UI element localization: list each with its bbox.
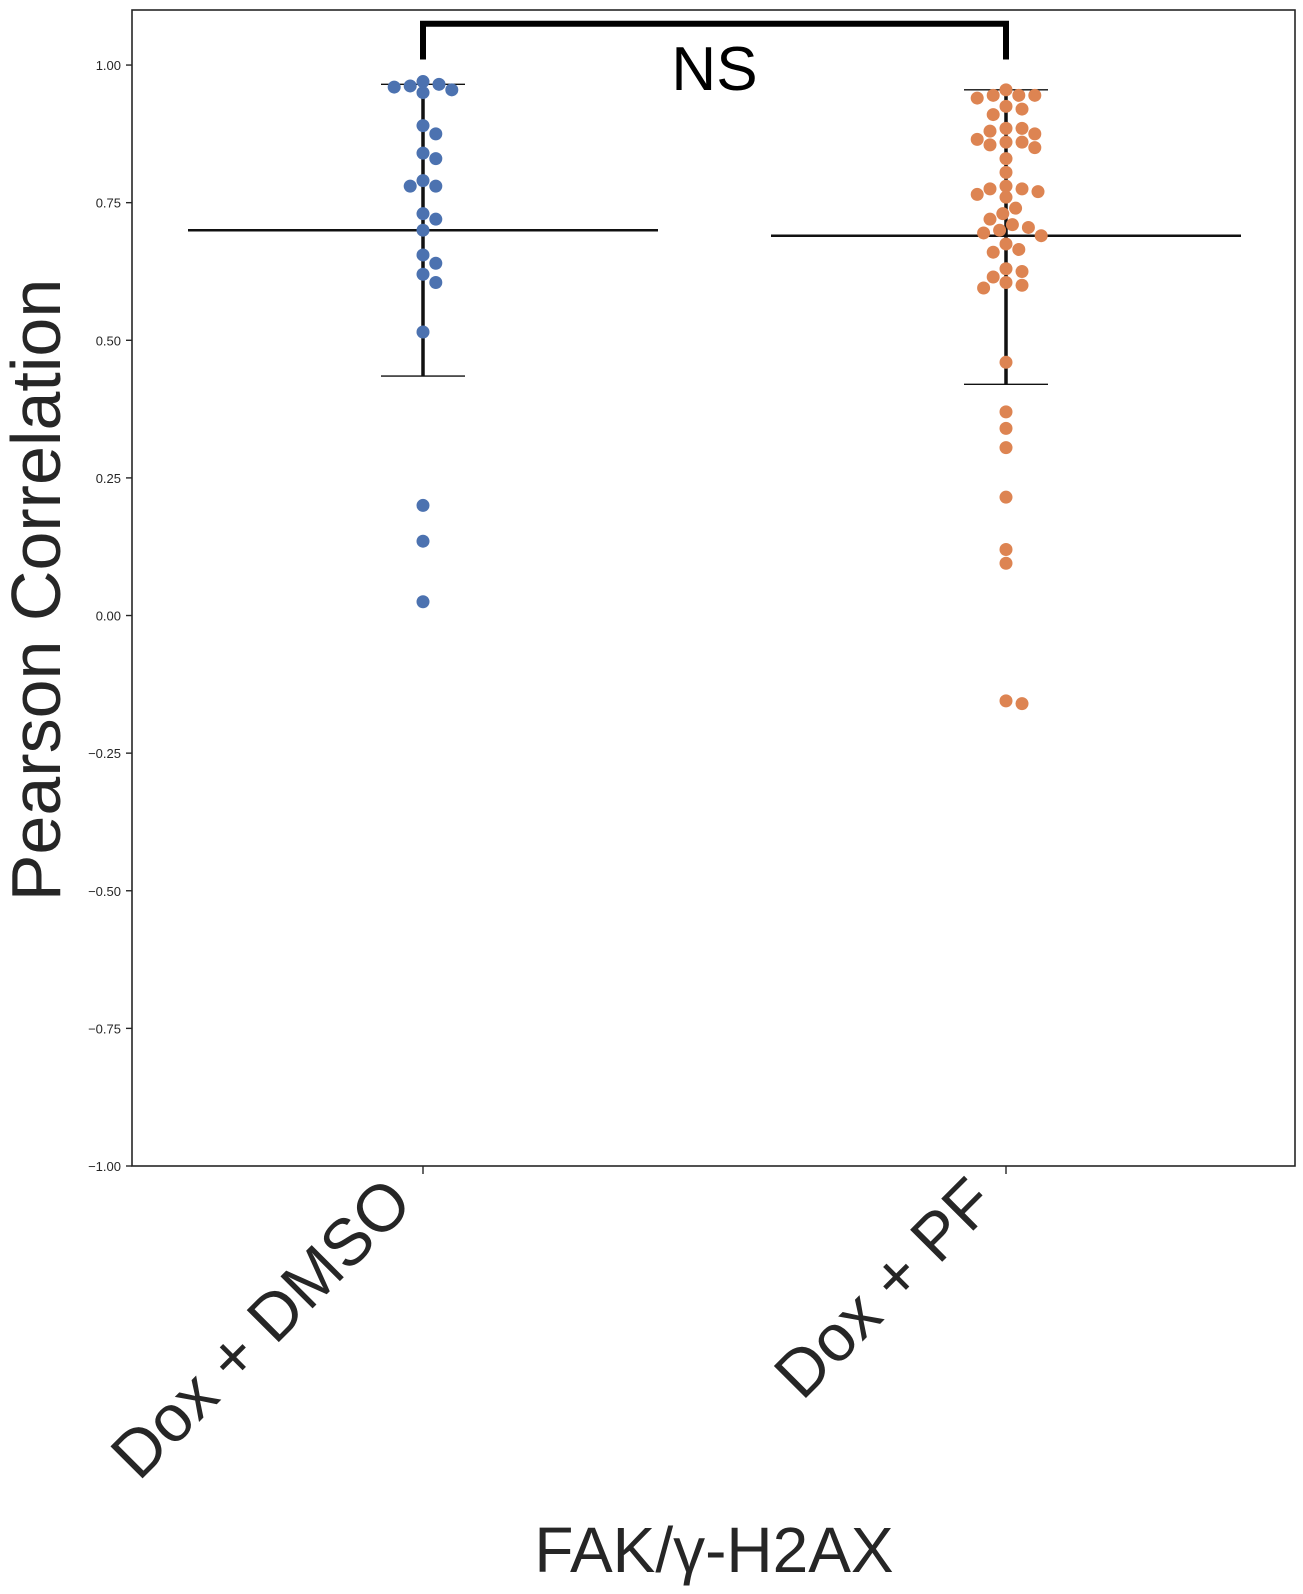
data-point [977,226,991,240]
data-point [1028,88,1042,102]
y-tick-label: 0.00 [96,609,121,624]
data-point [986,245,1000,259]
data-point [970,91,984,105]
data-point [999,179,1013,193]
data-point [416,248,430,262]
data-point [1005,218,1019,232]
data-point [1028,127,1042,141]
y-tick-label: −0.75 [88,1021,121,1036]
y-tick-label: 0.75 [96,196,121,211]
x-tick-label: Dox + PF [760,1164,1008,1412]
data-point [416,325,430,339]
data-point [1012,242,1026,256]
data-point [429,127,443,141]
data-point [432,77,446,91]
data-points [387,75,1048,711]
data-point [983,212,997,226]
data-point [983,182,997,196]
data-point [1021,220,1035,234]
data-point [416,534,430,548]
y-tick-label: −0.50 [88,884,121,899]
data-point [999,237,1013,251]
y-tick-label: 0.50 [96,333,121,348]
significance-label: NS [671,35,757,104]
data-point [986,270,1000,284]
data-point [977,281,991,295]
data-point [403,79,417,93]
data-point [416,498,430,512]
y-tick-label: −1.00 [88,1159,121,1174]
data-point [999,83,1013,97]
data-point [999,694,1013,708]
data-point [999,490,1013,504]
y-tick-label: 0.25 [96,471,121,486]
plot-frame [131,9,1296,1167]
plot-area-background [132,10,1295,1166]
data-point [416,267,430,281]
data-point [999,542,1013,556]
data-point [999,556,1013,570]
data-point [996,207,1010,221]
significance-bracket [420,20,1009,60]
data-point [416,223,430,237]
data-point [429,179,443,193]
data-point [999,405,1013,419]
data-point [999,421,1013,435]
data-point [999,165,1013,179]
data-point [1028,141,1042,155]
x-axis: Dox + DMSO Dox + PF [96,1164,1008,1493]
data-point [416,174,430,188]
data-point [387,80,401,94]
data-point [416,146,430,160]
data-point [1034,229,1048,243]
data-point [416,595,430,609]
data-point [429,275,443,289]
data-point [403,179,417,193]
data-point [986,108,1000,122]
data-point [429,256,443,270]
y-tick-label: 1.00 [96,58,121,73]
data-point [445,83,459,97]
data-point [983,124,997,138]
data-point [999,441,1013,455]
data-point [999,121,1013,135]
data-point [993,223,1007,237]
data-point [1015,121,1029,135]
data-point [1031,185,1045,199]
data-point [416,207,430,221]
data-point [416,75,430,89]
y-tick-label: −0.25 [88,746,121,761]
data-point [983,138,997,152]
data-point [1015,697,1029,711]
data-point [1012,88,1026,102]
data-point [416,86,430,100]
data-point [999,152,1013,166]
x-tick-label: Dox + DMSO [96,1164,425,1493]
data-point [999,99,1013,113]
data-point [1015,264,1029,278]
x-axis-title: FAK/γ-H2AX [534,1514,893,1586]
data-point [999,262,1013,276]
data-point [970,187,984,201]
y-axis: −1.00 −0.75 −0.50 −0.25 0.00 0.25 0.50 0.75 1.00 [88,58,132,1174]
data-point [970,132,984,146]
data-point [999,275,1013,289]
data-point [999,190,1013,204]
data-point [1009,201,1023,215]
data-point [429,212,443,226]
data-point [1015,135,1029,149]
data-point [999,355,1013,369]
significance-annotation: NS [420,20,1009,104]
data-point [986,88,1000,102]
data-point [429,152,443,166]
data-point [416,119,430,133]
data-point [999,135,1013,149]
data-point [1015,102,1029,116]
data-point [1015,278,1029,292]
data-point [1015,182,1029,196]
y-axis-title: Pearson Correlation [0,279,75,902]
